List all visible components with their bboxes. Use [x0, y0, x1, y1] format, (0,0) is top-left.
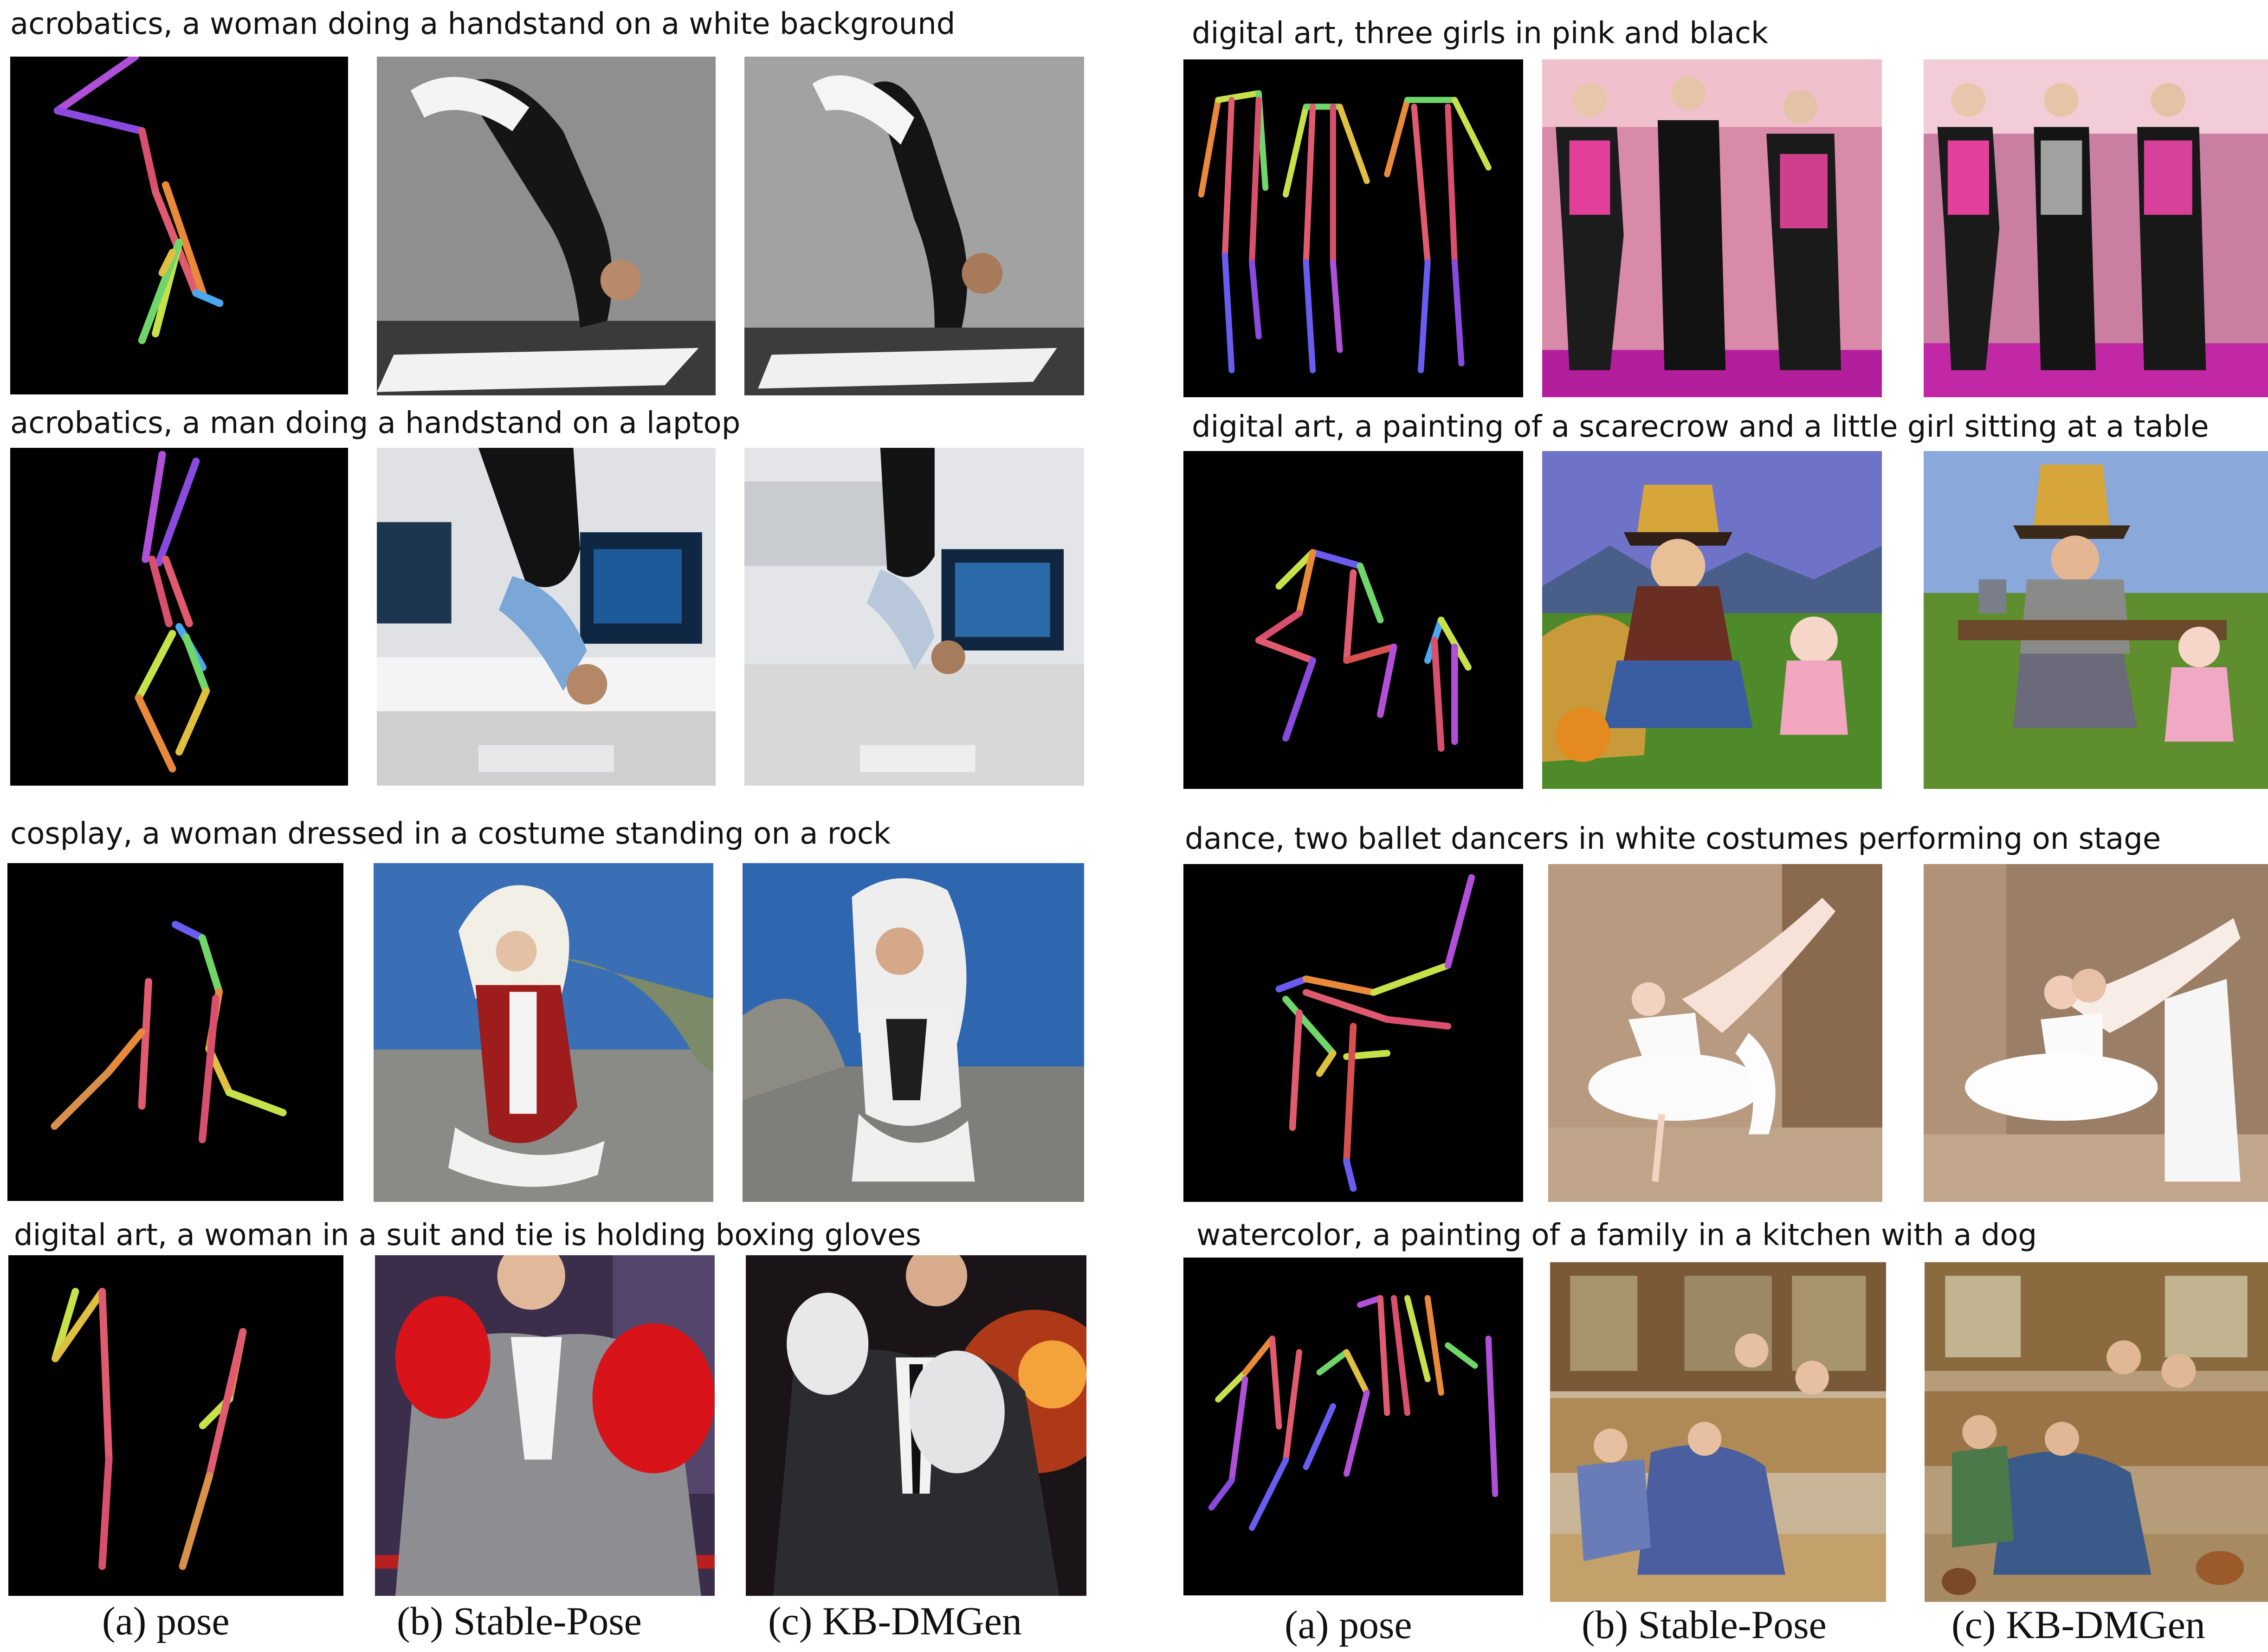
three-girls-gymnastics-photo-icon: [1542, 59, 1882, 397]
row-caption: digital art, three girls in pink and bla…: [1192, 16, 1769, 51]
scarecrow-girl-painting-icon: [1542, 451, 1882, 789]
pose-skeleton-icon: [1198, 90, 1492, 374]
pose-skeleton-icon: [52, 1288, 247, 1570]
kb-dmgen-image: [1924, 59, 2268, 397]
cosplay-woman-photo-icon: [374, 863, 713, 1202]
pose-image: [1183, 864, 1523, 1202]
stable-pose-image: [1542, 451, 1882, 789]
handstand-woman-photo-icon: [377, 57, 716, 395]
three-girls-gymnastics-photo-icon: [1924, 59, 2268, 397]
scarecrow-girl-painting-icon: [1924, 451, 2268, 789]
family-kitchen-painting-icon: [1550, 1262, 1886, 1602]
pose-skeleton-icon: [1208, 1295, 1499, 1531]
pose-image: [1183, 1258, 1523, 1595]
row-caption: digital art, a painting of a scarecrow a…: [1192, 410, 2209, 444]
pose-image: [10, 448, 348, 786]
stable-pose-image: [1548, 864, 1882, 1202]
handstand-woman-photo-icon: [744, 57, 1084, 395]
kb-dmgen-image: [743, 863, 1084, 1202]
pose-image: [1183, 59, 1523, 397]
row-caption: acrobatics, a woman doing a handstand on…: [10, 7, 956, 41]
pose-image: [1183, 451, 1523, 789]
kb-dmgen-image: [1924, 451, 2268, 789]
row-caption: acrobatics, a man doing a handstand on a…: [10, 406, 741, 440]
handstand-laptop-photo-icon: [744, 448, 1084, 786]
row-caption: dance, two ballet dancers in white costu…: [1185, 822, 2161, 856]
stable-pose-image: [377, 448, 716, 786]
pose-skeleton-icon: [1255, 549, 1472, 752]
cosplay-woman-photo-icon: [743, 863, 1084, 1202]
stable-pose-image: [375, 1255, 715, 1596]
kb-dmgen-image: [1924, 864, 2268, 1202]
stable-pose-image: [1542, 59, 1882, 397]
stable-pose-image: [377, 57, 716, 395]
pose-skeleton-icon: [1275, 874, 1475, 1192]
stable-pose-image: [1550, 1262, 1886, 1602]
row-caption: digital art, a woman in a suit and tie i…: [14, 1218, 921, 1252]
column-label-kb-dmgen: (c) KB-DMGen: [1951, 1602, 2205, 1647]
pose-skeleton-icon: [51, 921, 287, 1143]
pose-image: [7, 863, 343, 1201]
kb-dmgen-image: [1925, 1262, 2268, 1602]
boxing-suit-woman-photo-icon: [746, 1255, 1086, 1596]
column-label-stable-pose: (b) Stable-Pose: [397, 1599, 642, 1643]
kb-dmgen-image: [746, 1255, 1086, 1596]
handstand-laptop-photo-icon: [377, 448, 716, 786]
stable-pose-image: [374, 863, 713, 1202]
kb-dmgen-image: [744, 448, 1084, 786]
family-kitchen-painting-icon: [1925, 1262, 2268, 1602]
column-label-stable-pose: (b) Stable-Pose: [1582, 1602, 1827, 1647]
row-caption: cosplay, a woman dressed in a costume st…: [10, 817, 891, 851]
pose-skeleton-icon: [135, 451, 210, 773]
boxing-suit-woman-photo-icon: [375, 1255, 715, 1596]
pose-image: [8, 1255, 343, 1596]
column-label-pose: (a) pose: [1285, 1602, 1412, 1647]
pose-skeleton-icon: [53, 57, 224, 344]
ballet-dancers-photo-icon: [1548, 864, 1882, 1202]
kb-dmgen-image: [744, 57, 1084, 395]
column-label-pose: (a) pose: [102, 1599, 230, 1643]
pose-image: [10, 57, 348, 394]
row-caption: watercolor, a painting of a family in a …: [1196, 1218, 2037, 1252]
column-label-kb-dmgen: (c) KB-DMGen: [768, 1599, 1022, 1643]
ballet-dancers-photo-icon: [1924, 864, 2268, 1202]
